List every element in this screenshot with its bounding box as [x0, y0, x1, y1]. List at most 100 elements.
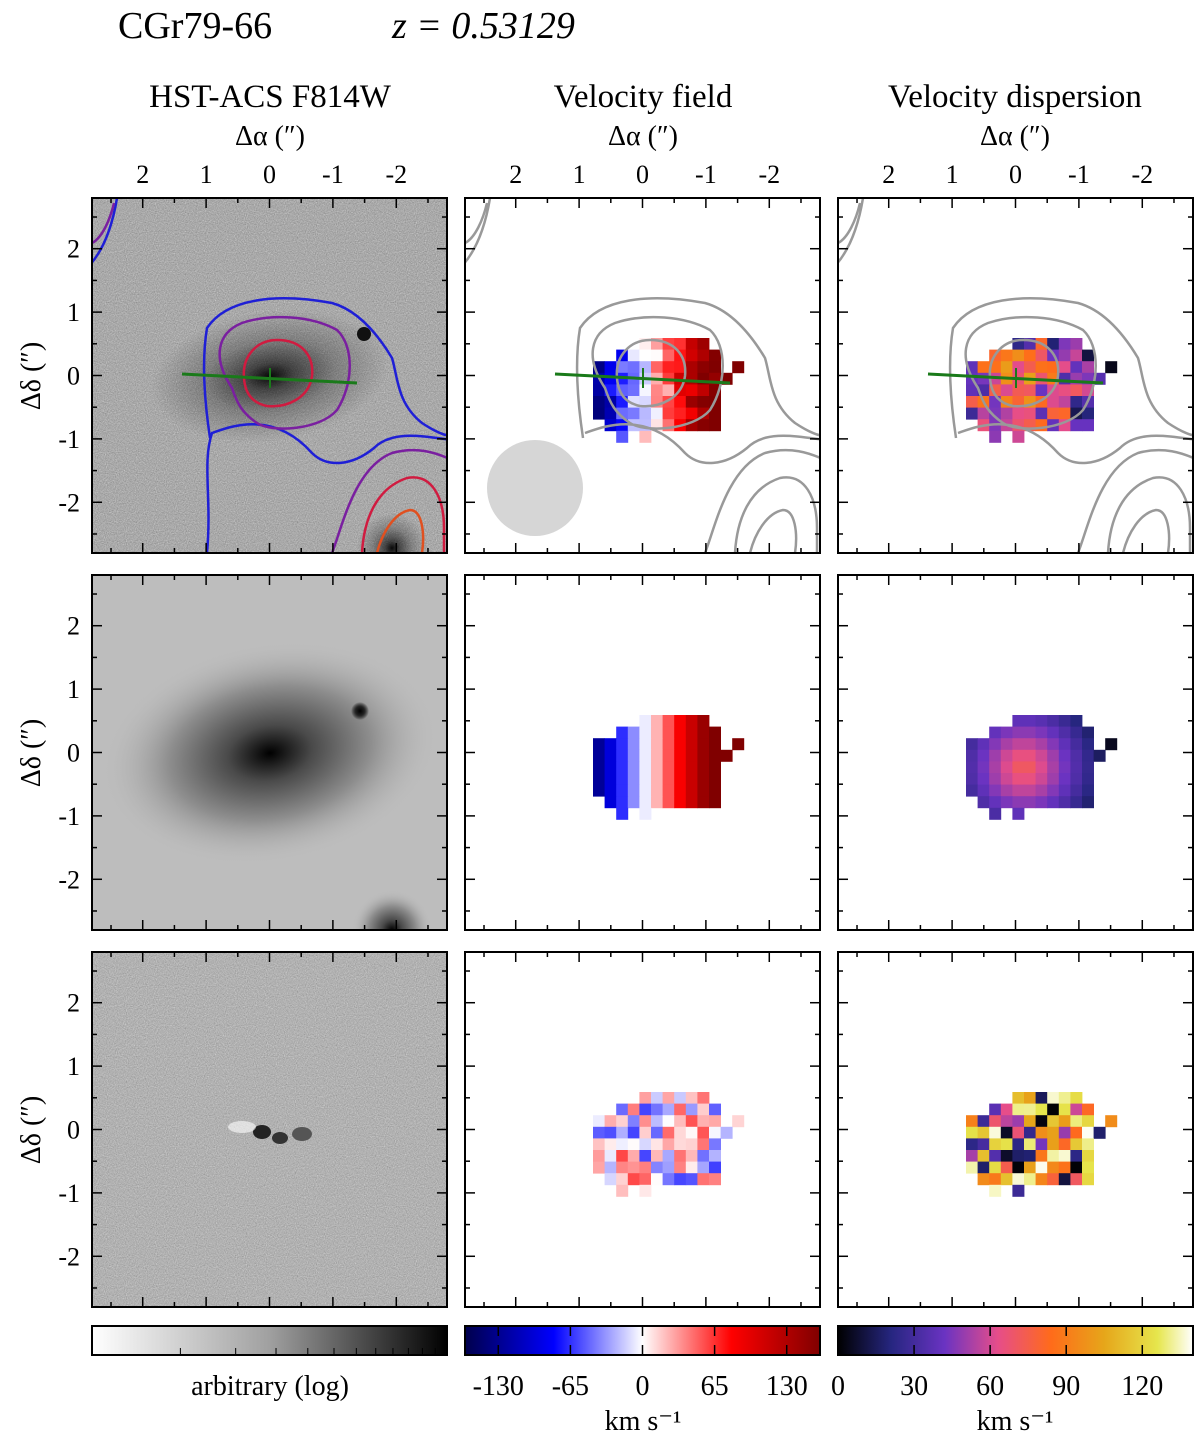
spaxel [1035, 1161, 1048, 1174]
spaxel [674, 1173, 687, 1186]
object-name: CGr79-66 [118, 5, 272, 47]
spaxel [627, 796, 640, 809]
spaxel [709, 407, 721, 420]
spaxel [697, 419, 710, 432]
spaxel [709, 361, 721, 374]
colorbar-tick-label: 90 [1052, 1371, 1080, 1402]
spaxel [685, 1115, 698, 1128]
spaxel [709, 749, 721, 762]
spaxel [639, 384, 652, 397]
spaxel [1012, 1103, 1025, 1116]
spaxel [616, 773, 629, 785]
spaxel [627, 1150, 640, 1162]
spaxel [966, 773, 978, 785]
spaxel [674, 796, 687, 809]
spaxel [1058, 784, 1071, 797]
spaxel [1024, 1092, 1036, 1104]
spaxel [966, 1138, 978, 1151]
colorbar-velocity-label: km s⁻¹ [605, 1406, 682, 1437]
spaxel [1070, 384, 1083, 397]
spaxel [1058, 1126, 1071, 1139]
spaxel [709, 761, 721, 774]
spaxel [674, 749, 687, 762]
spaxel [1047, 1115, 1060, 1128]
spaxel [732, 738, 745, 751]
spaxel [989, 1184, 1002, 1197]
spaxel [977, 796, 990, 809]
spaxel [1058, 361, 1071, 374]
spaxel [989, 396, 1002, 408]
spaxel [1058, 1103, 1071, 1116]
spaxel [651, 1092, 663, 1104]
spaxel [709, 1115, 721, 1128]
spaxel [604, 1161, 617, 1174]
spaxel [593, 1115, 605, 1128]
spaxel [1058, 372, 1071, 385]
spaxel [1047, 1092, 1060, 1104]
spaxel [685, 749, 698, 762]
spaxel [1058, 773, 1071, 785]
spaxel [627, 749, 640, 762]
spaxel [1035, 349, 1048, 362]
spaxel [685, 1126, 698, 1139]
x-tick-label: -1 [1068, 160, 1090, 189]
spaxel [627, 407, 640, 420]
spaxel [1058, 1115, 1071, 1128]
spaxel [1058, 761, 1071, 774]
spaxel [1000, 749, 1013, 762]
spaxel [1082, 1161, 1094, 1174]
spaxel [593, 761, 605, 774]
spaxel [977, 1138, 990, 1151]
spaxel [674, 407, 687, 420]
spaxel [604, 1138, 617, 1151]
spaxel [616, 1173, 629, 1186]
spaxel [697, 738, 710, 751]
spaxel [593, 738, 605, 751]
spaxel [1012, 796, 1025, 809]
spaxel [593, 384, 605, 397]
panel-dispersion-model [837, 574, 1194, 931]
spaxel [709, 1150, 721, 1162]
contour-mid [92, 202, 447, 553]
spaxel [1024, 715, 1036, 727]
x-tick-label: -2 [385, 160, 407, 189]
spaxel [1070, 1173, 1083, 1186]
spaxel [639, 749, 652, 762]
spaxel [1070, 796, 1083, 809]
y-tick-label: -1 [58, 425, 80, 454]
spaxel [1070, 338, 1083, 350]
spaxel [662, 749, 675, 762]
spaxel [1024, 1126, 1036, 1139]
y-tick-label: -1 [58, 1179, 80, 1208]
spaxel [1012, 1092, 1025, 1104]
spaxel [593, 1150, 605, 1162]
spaxel [1047, 1161, 1060, 1174]
spaxel [720, 749, 733, 762]
spaxel [651, 738, 663, 751]
spaxel [616, 761, 629, 774]
spaxel [674, 1126, 687, 1139]
spaxel [662, 1126, 675, 1139]
spaxel [1012, 361, 1025, 374]
spaxel [1012, 807, 1025, 820]
y-tick-label: 1 [67, 675, 80, 704]
spaxel [1047, 749, 1060, 762]
spaxel [1082, 749, 1094, 762]
spaxel [674, 396, 687, 408]
spaxel [1058, 1161, 1071, 1174]
spaxel [1012, 384, 1025, 397]
spaxel [651, 1138, 663, 1151]
spaxel [674, 1161, 687, 1174]
spaxel [1070, 407, 1083, 420]
spaxel [1024, 1150, 1036, 1162]
spaxel [1070, 396, 1083, 408]
spaxel [639, 1161, 652, 1174]
spaxel [1047, 726, 1060, 739]
spaxel [593, 773, 605, 785]
spaxel [1058, 715, 1071, 727]
spaxel [604, 773, 617, 785]
spaxel [627, 361, 640, 374]
spaxel [604, 407, 617, 420]
spaxel [977, 1115, 990, 1128]
spaxel [1012, 349, 1025, 362]
